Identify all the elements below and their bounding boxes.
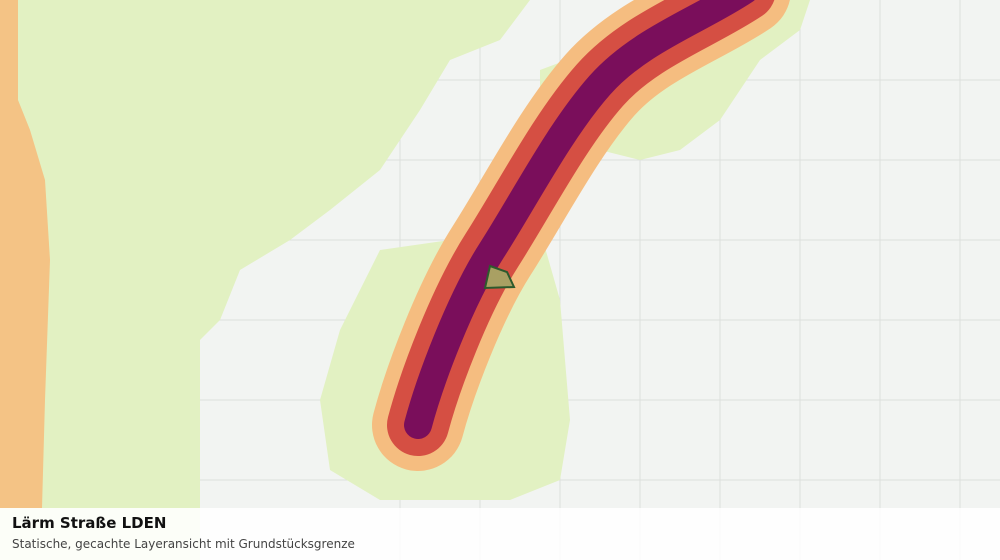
noise-zone-edge — [0, 0, 50, 508]
parcel-boundary — [483, 264, 516, 290]
layer-subtitle: Statische, gecachte Layeransicht mit Gru… — [12, 537, 355, 551]
layer-title: Lärm Straße LDEN — [12, 514, 167, 532]
noise-zone-low — [0, 0, 530, 560]
layer-info-panel: Lärm Straße LDEN Statische, gecachte Lay… — [0, 508, 1000, 560]
noise-band — [372, 0, 790, 471]
